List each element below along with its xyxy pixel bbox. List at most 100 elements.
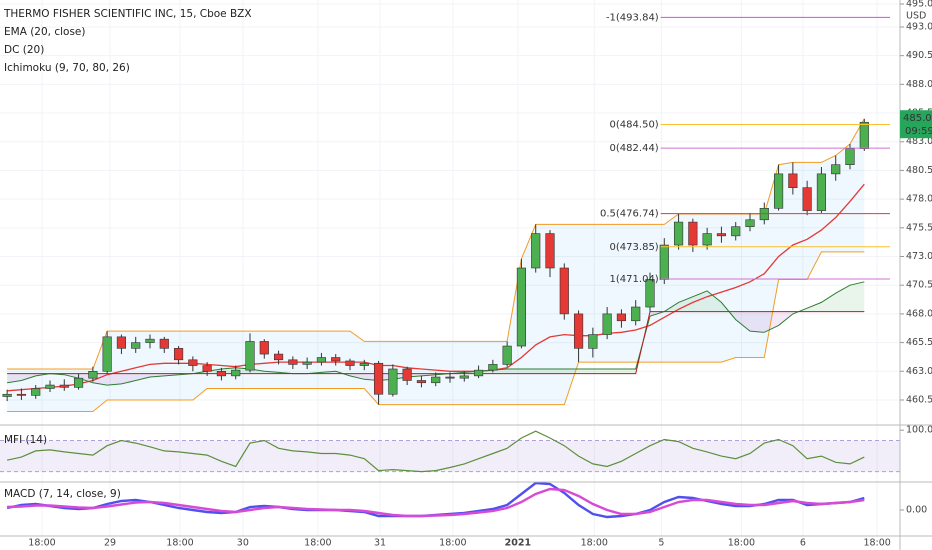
x-tick-label: 29 <box>104 538 116 549</box>
candle-body <box>59 384 69 388</box>
y-tick-label: 0.00 <box>906 505 927 516</box>
x-tick-label: 18:00 <box>728 538 755 549</box>
candle-body <box>645 279 655 308</box>
indicator-fill <box>35 368 50 412</box>
price-pane: -1(493.84) 0(484.50) 0(482.44) 0.5(476.74) 0… <box>0 3 900 412</box>
candle-body <box>516 267 527 347</box>
indicator-fill <box>207 331 222 389</box>
price-tag <box>900 110 932 139</box>
price-tag-label: 485.05 <box>903 113 932 124</box>
candle-body <box>802 187 812 211</box>
x-tick-label: 5 <box>658 538 664 549</box>
candle-body <box>816 173 827 211</box>
x-tick-label: 30 <box>237 538 249 549</box>
candle-body <box>459 375 469 379</box>
candle-body <box>788 173 798 188</box>
candle-body <box>716 233 727 237</box>
indicator-fill <box>278 331 293 389</box>
candle-body <box>702 233 712 246</box>
candle-body <box>359 362 369 366</box>
y-tick-label: 483.00 <box>906 136 932 147</box>
indicator-fill <box>192 331 208 400</box>
indicator-fill <box>835 285 850 312</box>
indicator-fill <box>407 341 422 405</box>
candle-body <box>202 365 212 372</box>
candle-body <box>559 267 569 315</box>
indicator-legend: EMA (20, close) <box>4 26 86 38</box>
mfi-pane <box>0 430 900 473</box>
indicator-fill <box>692 290 708 312</box>
fib-label: 0(473.85) <box>610 242 659 253</box>
indicator-fill <box>735 311 750 332</box>
y-tick-label: 493.00 <box>906 21 932 32</box>
indicator-fill <box>350 331 365 389</box>
indicator-fill <box>421 341 436 405</box>
indicator-fill <box>521 368 536 374</box>
candle-body <box>588 334 598 349</box>
indicator-fill <box>21 373 36 381</box>
fib-label: 0.5(476.74) <box>600 209 659 220</box>
candle-body <box>159 338 169 349</box>
indicator-fill <box>821 293 836 312</box>
y-tick-label: 475.50 <box>906 222 932 233</box>
candle-body <box>773 173 784 209</box>
fib-label: 0(484.50) <box>610 120 659 131</box>
y-tick-label: 463.00 <box>906 366 932 377</box>
x-tick-label: 18:00 <box>166 538 193 549</box>
y-tick-label: 478.00 <box>906 194 932 205</box>
currency: USD <box>906 11 926 22</box>
x-tick-label: 18:00 <box>304 538 331 549</box>
candle-body <box>88 370 98 379</box>
indicator-fill <box>707 214 722 363</box>
indicator-line <box>7 487 865 518</box>
y-tick-label: 480.50 <box>906 165 932 176</box>
candle-body <box>73 377 84 388</box>
y-tick-label: 495.00 <box>906 0 932 10</box>
candle-body <box>859 121 869 149</box>
indicator-fill <box>750 214 765 358</box>
candle-body <box>231 369 241 377</box>
candle-body <box>388 368 398 395</box>
candle-body <box>673 221 684 246</box>
candle-body <box>473 369 484 377</box>
indicator-fill <box>735 214 750 358</box>
indicator-fill <box>621 368 636 374</box>
candle-body <box>259 341 269 355</box>
indicator-fill <box>135 373 150 381</box>
candle-body <box>316 357 327 363</box>
candle-body <box>445 376 455 379</box>
indicator-fill <box>150 373 165 378</box>
indicator-legend: Ichimoku (9, 70, 80, 26) <box>4 62 130 74</box>
candle-body <box>431 376 441 384</box>
indicator-fill <box>592 368 608 374</box>
band <box>0 440 900 472</box>
indicator-fill <box>321 331 336 389</box>
indicator-fill <box>578 368 593 374</box>
indicator-fill <box>621 224 636 363</box>
mfi-legend: MFI (14) <box>4 434 47 446</box>
candle-body <box>2 393 12 397</box>
indicator-fill <box>850 281 865 312</box>
candle-body <box>16 393 27 396</box>
indicator-fill <box>550 368 565 374</box>
candle-body <box>531 233 541 269</box>
y-tick-label: 488.00 <box>906 79 932 90</box>
indicator-fill <box>750 311 765 333</box>
candle-body <box>745 219 755 227</box>
candle-body <box>102 336 112 372</box>
candle-body <box>331 357 341 362</box>
x-tick-label: 2021 <box>505 538 531 549</box>
candle-body <box>602 313 612 335</box>
candle-body <box>831 164 841 175</box>
candle-body <box>845 148 855 165</box>
candle-body <box>545 233 555 269</box>
fib-label: 0(482.44) <box>610 143 659 154</box>
indicator-fill <box>435 341 450 405</box>
candle-body <box>245 341 255 371</box>
y-tick-label: 460.50 <box>906 394 932 405</box>
candle-body <box>288 359 298 365</box>
indicator-fill <box>535 368 550 374</box>
indicator-line <box>6 430 865 473</box>
